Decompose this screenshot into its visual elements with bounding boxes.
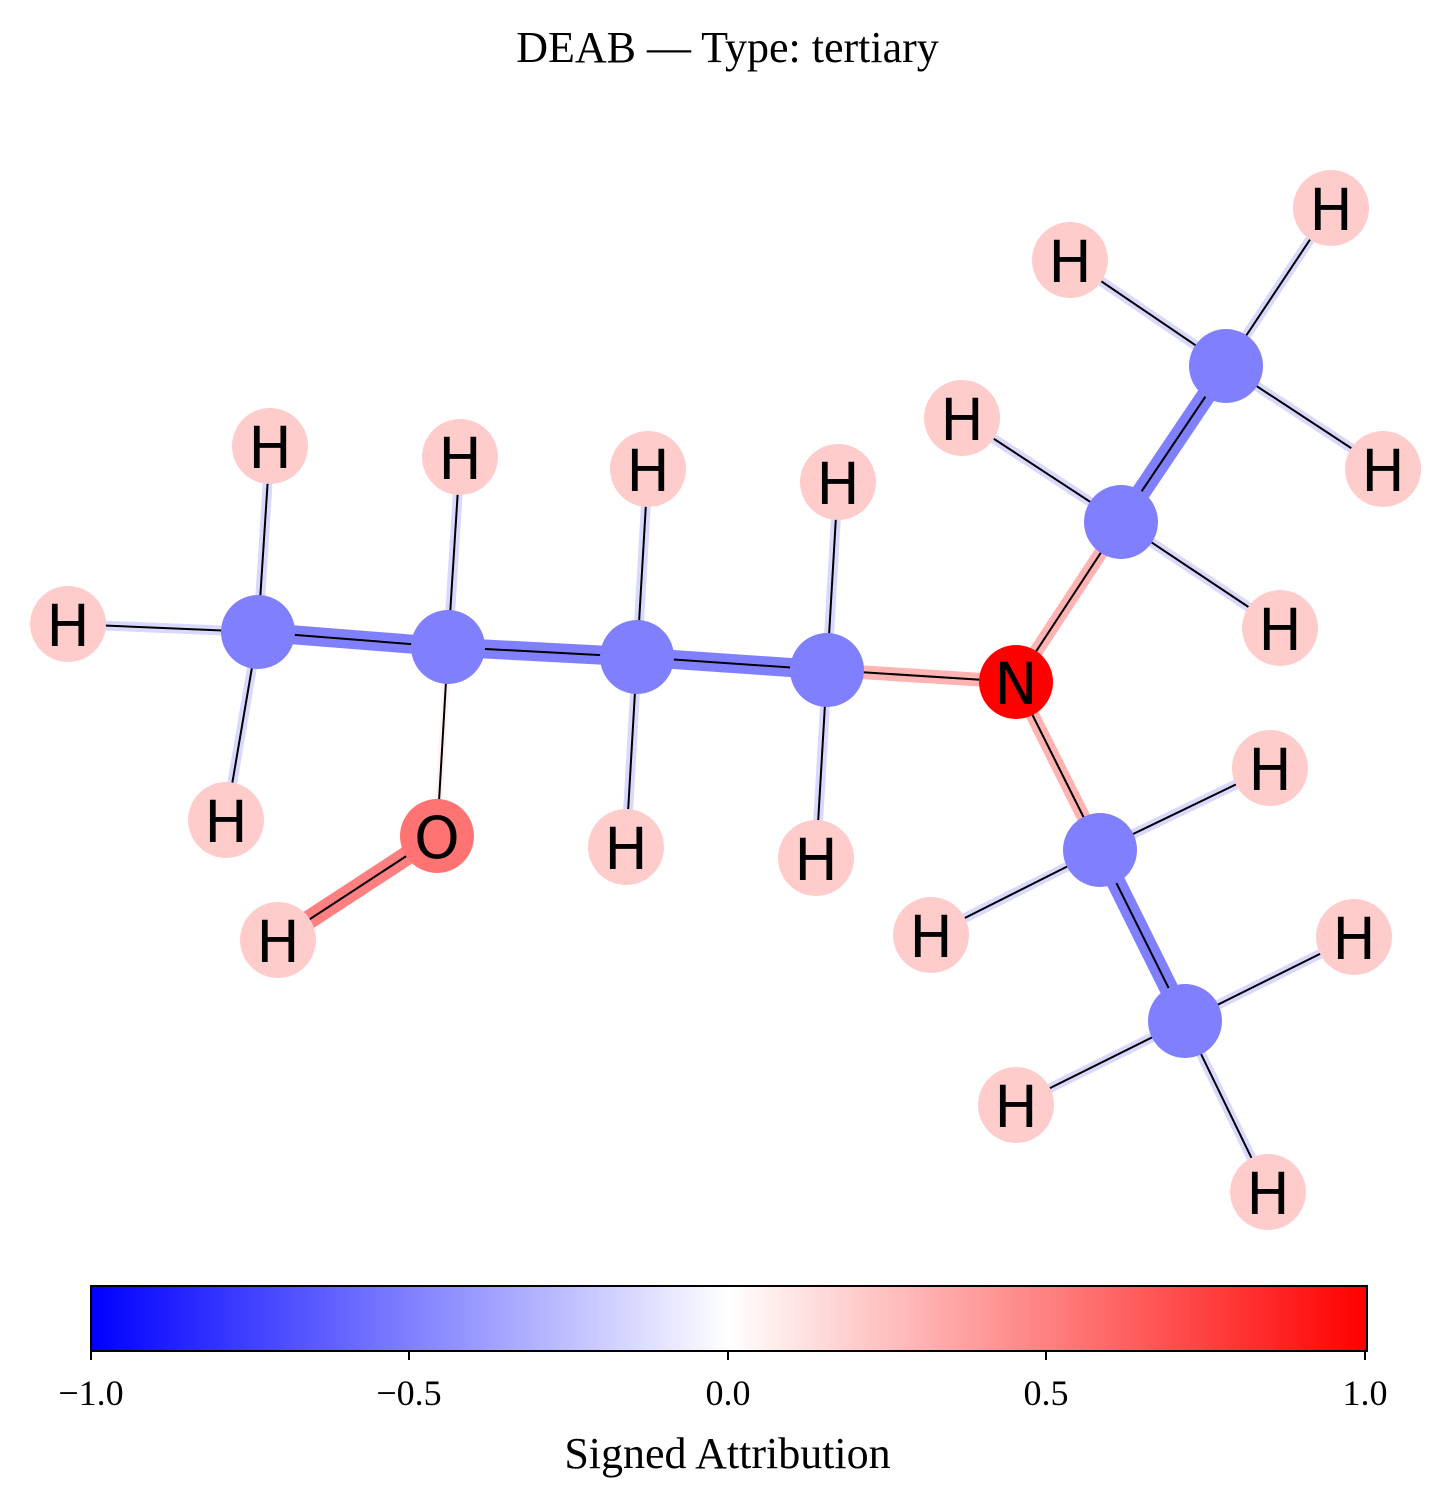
atom-C5 [1084,485,1158,559]
atom-C2 [411,610,485,684]
atom-label-N: N [994,650,1037,718]
atom-label-H13: H [1361,437,1405,505]
atom-H2 [232,408,308,484]
atom-H20 [240,902,316,978]
atom-label-H5: H [626,437,670,505]
atom-label-H15: H [909,903,953,971]
colorbar-tick-label: 1.0 [1342,1373,1388,1413]
atom-H15 [893,897,969,973]
atom-H10 [1242,590,1318,666]
figure-title: DEAB — Type: tertiary [516,23,939,72]
atom-label-H3: H [204,788,248,856]
atom-H7 [800,444,876,520]
atom-C3 [600,620,674,694]
colorbar-tick-label: 0.0 [705,1373,751,1413]
colorbar-tick [408,1350,410,1360]
colorbar-tick [1364,1350,1366,1360]
atom-label-O: O [414,804,460,872]
atom-H9 [924,380,1000,456]
atom-H14 [1232,730,1308,806]
atom-label-H20: H [256,908,300,976]
colorbar-tick-label: −1.0 [58,1373,124,1413]
atom-C4 [790,633,864,707]
atom-label-H8: H [794,826,838,894]
atom-H4 [422,419,498,495]
atom-H8 [778,820,854,896]
atom-label-H14: H [1248,736,1292,804]
atom-label-H10: H [1258,596,1302,664]
atom-label-H2: H [248,414,292,482]
atom-label-H7: H [816,450,860,518]
atom-label-H4: H [438,425,482,493]
atom-C8 [1148,984,1222,1058]
atom-H11 [1032,222,1108,298]
atom-H12 [1293,170,1369,246]
atom-H17 [978,1067,1054,1143]
atom-C1 [221,595,295,669]
atom-H13 [1345,431,1421,507]
atom-C6 [1189,329,1263,403]
atom-H18 [1230,1154,1306,1230]
atom-H1 [30,586,106,662]
atom-label-H17: H [994,1073,1038,1141]
colorbar-label: Signed Attribution [564,1429,891,1478]
atom-label-H6: H [604,815,648,883]
atom-label-H11: H [1048,228,1092,296]
atom-C7 [1063,813,1137,887]
colorbar-tick [1045,1350,1047,1360]
atom-label-H12: H [1309,176,1353,244]
colorbar-tick-label: −0.5 [376,1373,442,1413]
colorbar-gradient [90,1285,1368,1352]
atom-label-H16: H [1332,905,1376,973]
atom-O [400,799,474,873]
atom-H3 [188,782,264,858]
colorbar-tick-label: 0.5 [1023,1373,1069,1413]
colorbar-tick [90,1350,92,1360]
atom-H5 [610,431,686,507]
colorbar-tick [727,1350,729,1360]
atom-label-H18: H [1246,1160,1290,1228]
colorbar [90,1285,1368,1352]
atom-label-H1: H [46,592,90,660]
atom-label-H9: H [940,386,984,454]
atom-N [979,645,1053,719]
atom-H6 [588,809,664,885]
atom-H16 [1316,899,1392,975]
